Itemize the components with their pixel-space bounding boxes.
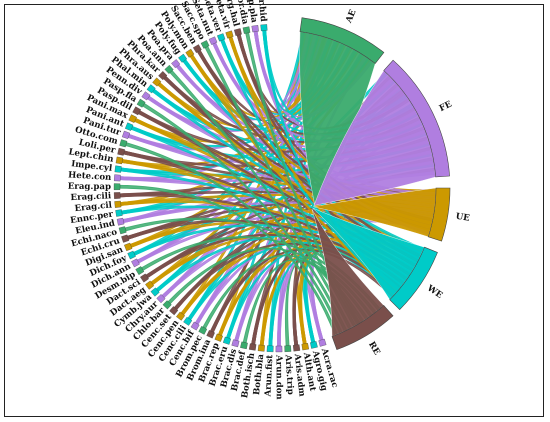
species-arc — [124, 242, 133, 252]
species-arc — [171, 59, 181, 69]
species-arc — [156, 294, 166, 304]
species-arc — [132, 106, 142, 116]
species-arc — [121, 130, 131, 139]
species-arc — [222, 336, 232, 345]
species-arc — [292, 344, 301, 352]
species-arc — [127, 250, 136, 260]
species-arc — [231, 339, 240, 348]
group-arc-ae — [299, 17, 385, 64]
group-arc-layer — [113, 17, 451, 353]
species-label: Erag.cili — [70, 191, 112, 203]
species-arc — [248, 343, 257, 351]
species-label: Both.bla — [252, 353, 266, 395]
species-arc — [115, 209, 123, 217]
species-label: Aris.trip — [283, 353, 295, 395]
species-arc — [124, 122, 134, 131]
species-arc — [146, 84, 156, 94]
species-arc — [257, 344, 265, 352]
species-arc — [214, 333, 223, 342]
species-arc — [260, 24, 268, 32]
species-arc — [234, 28, 242, 36]
label-layer: AEFEUEWEREAcra.racAgro.gigAlth.antAris.a… — [68, 0, 471, 400]
species-arc — [136, 98, 146, 108]
species-arc — [113, 183, 121, 190]
species-label: Arun.don — [273, 354, 283, 400]
species-arc — [114, 165, 122, 173]
species-arc — [310, 341, 318, 349]
species-arc — [115, 156, 124, 165]
species-label: Aris.adm — [292, 352, 307, 397]
species-arc — [225, 30, 234, 39]
species-arc — [117, 147, 125, 156]
species-arc — [192, 44, 202, 53]
group-label-we: WE — [424, 283, 444, 301]
species-label: Erag.pap — [68, 182, 111, 192]
species-arc — [266, 345, 274, 353]
species-arc — [169, 306, 179, 316]
species-arc — [275, 345, 283, 353]
species-label: Arun.fist — [263, 355, 275, 398]
species-arc — [150, 287, 160, 297]
species-arc — [158, 71, 168, 81]
species-arc — [183, 316, 193, 326]
group-arc-fe — [383, 59, 450, 178]
group-arc-we — [389, 246, 438, 311]
group-label-fe: FE — [438, 99, 454, 114]
species-arc — [217, 33, 226, 42]
species-label: Tetr.hid — [255, 0, 268, 22]
species-arc — [113, 174, 121, 182]
species-arc — [135, 266, 145, 275]
species-arc — [185, 48, 195, 58]
species-arc — [119, 139, 128, 148]
species-arc — [178, 53, 188, 63]
species-arc — [198, 326, 208, 335]
group-label-ae: AE — [344, 8, 359, 25]
species-arc — [318, 338, 327, 347]
species-arc — [242, 26, 251, 34]
species-label: Hete.con — [68, 170, 113, 183]
group-arc-ue — [427, 187, 451, 242]
species-arc — [145, 280, 155, 290]
species-arc — [140, 273, 149, 283]
species-arc — [131, 258, 140, 268]
species-arc — [284, 345, 292, 353]
species-arc — [121, 234, 130, 243]
species-arc — [251, 25, 259, 33]
species-arc — [162, 300, 172, 310]
species-arc — [152, 77, 162, 87]
species-label: Impe.cyl — [71, 159, 114, 174]
species-arc — [208, 36, 218, 45]
species-arc — [190, 321, 200, 331]
species-arc — [128, 114, 137, 123]
species-arc — [176, 311, 186, 321]
species-arc — [164, 64, 174, 74]
species-arc — [141, 91, 151, 101]
species-arc — [240, 341, 248, 350]
species-arc — [301, 343, 310, 351]
species-arc — [113, 192, 121, 199]
group-arc-re — [331, 304, 394, 351]
species-arc — [200, 40, 210, 49]
species-arc — [118, 226, 127, 235]
group-label-ue: UE — [455, 212, 471, 224]
species-arc — [114, 200, 122, 208]
species-arc — [116, 217, 125, 226]
species-arc — [206, 330, 215, 339]
species-label: Erag.cil — [74, 200, 113, 214]
group-label-re: RE — [366, 340, 382, 357]
